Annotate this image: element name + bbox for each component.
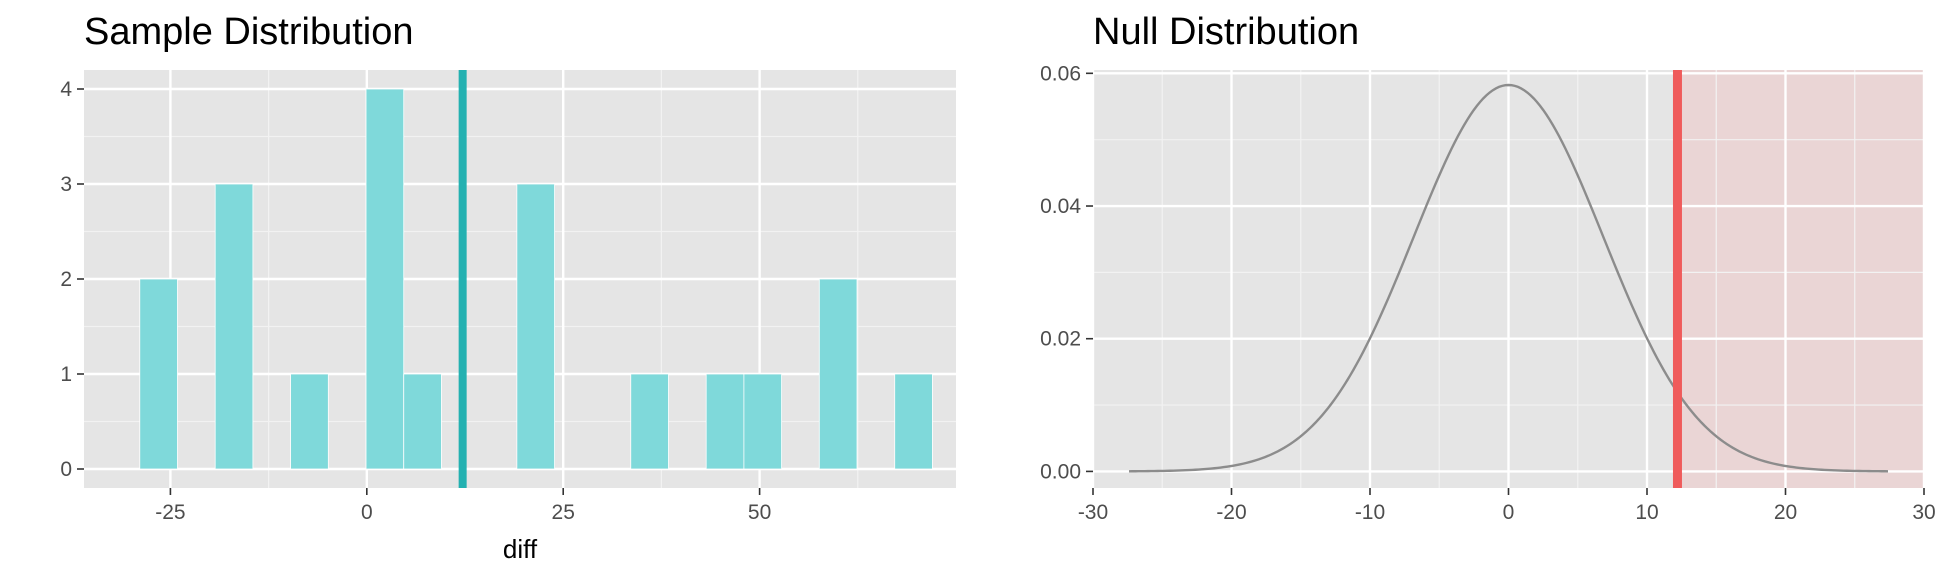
shaded-region [1677, 70, 1924, 488]
histogram-bar [894, 373, 933, 470]
y-tick-label: 0.04 [1040, 195, 1081, 218]
histogram-bar [139, 278, 178, 470]
histogram-bar [818, 278, 858, 470]
chart-title: Sample Distribution [84, 11, 413, 53]
y-tick-label: 1 [60, 363, 72, 386]
density-curve [1129, 83, 1888, 473]
y-tick-label: 2 [60, 268, 72, 291]
histogram-bars [139, 88, 933, 470]
histogram-bar [365, 88, 405, 470]
x-tick-label: -10 [1355, 501, 1385, 524]
histogram-bar [705, 373, 745, 470]
x-tick-label: 30 [1912, 501, 1935, 524]
y-tick-label: 0 [60, 458, 72, 481]
null-distribution-chart: Null Distribution -30 -20 -10 0 10 20 30 0.00 0.… [1040, 11, 1936, 524]
histogram-bar [290, 373, 329, 470]
x-tick-label: 10 [1635, 501, 1658, 524]
x-tick-label: 0 [361, 501, 373, 524]
histogram-bar [516, 183, 555, 470]
x-axis-label: diff [503, 534, 538, 564]
axis-ticks: -30 -20 -10 0 10 20 30 0.00 0.02 0.04 0.06 [1040, 62, 1936, 524]
x-tick-label: 25 [552, 501, 575, 524]
y-tick-label: 4 [60, 78, 72, 101]
y-tick-label: 0.00 [1040, 460, 1081, 483]
histogram-bar [403, 373, 442, 470]
x-tick-label: -25 [155, 501, 185, 524]
axis-ticks: -25 0 25 50 0 1 2 3 4 [60, 78, 771, 524]
y-tick-label: 0.02 [1040, 328, 1081, 351]
histogram-bar [743, 373, 783, 470]
chart-title: Null Distribution [1093, 11, 1359, 53]
x-tick-label: -30 [1078, 501, 1108, 524]
x-tick-label: -20 [1216, 501, 1246, 524]
sample-distribution-chart: Sample Distribution -25 0 25 50 0 1 2 3 4 diff [60, 11, 956, 564]
x-tick-label: 20 [1774, 501, 1797, 524]
x-tick-label: 50 [748, 501, 771, 524]
histogram-bar [630, 373, 669, 470]
histogram-bar [214, 183, 254, 470]
y-tick-label: 3 [60, 173, 72, 196]
x-tick-label: 0 [1503, 501, 1515, 524]
y-tick-label: 0.06 [1040, 62, 1081, 85]
grid-lines [1091, 70, 1926, 488]
